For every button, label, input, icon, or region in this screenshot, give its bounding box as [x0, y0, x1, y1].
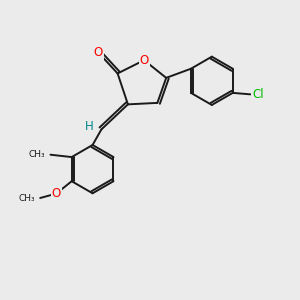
Text: O: O — [52, 187, 61, 200]
Text: H: H — [85, 120, 93, 133]
Text: Cl: Cl — [252, 88, 264, 101]
Text: CH₃: CH₃ — [28, 150, 45, 159]
Text: O: O — [94, 46, 103, 59]
Text: CH₃: CH₃ — [18, 194, 35, 203]
Text: O: O — [140, 54, 149, 67]
